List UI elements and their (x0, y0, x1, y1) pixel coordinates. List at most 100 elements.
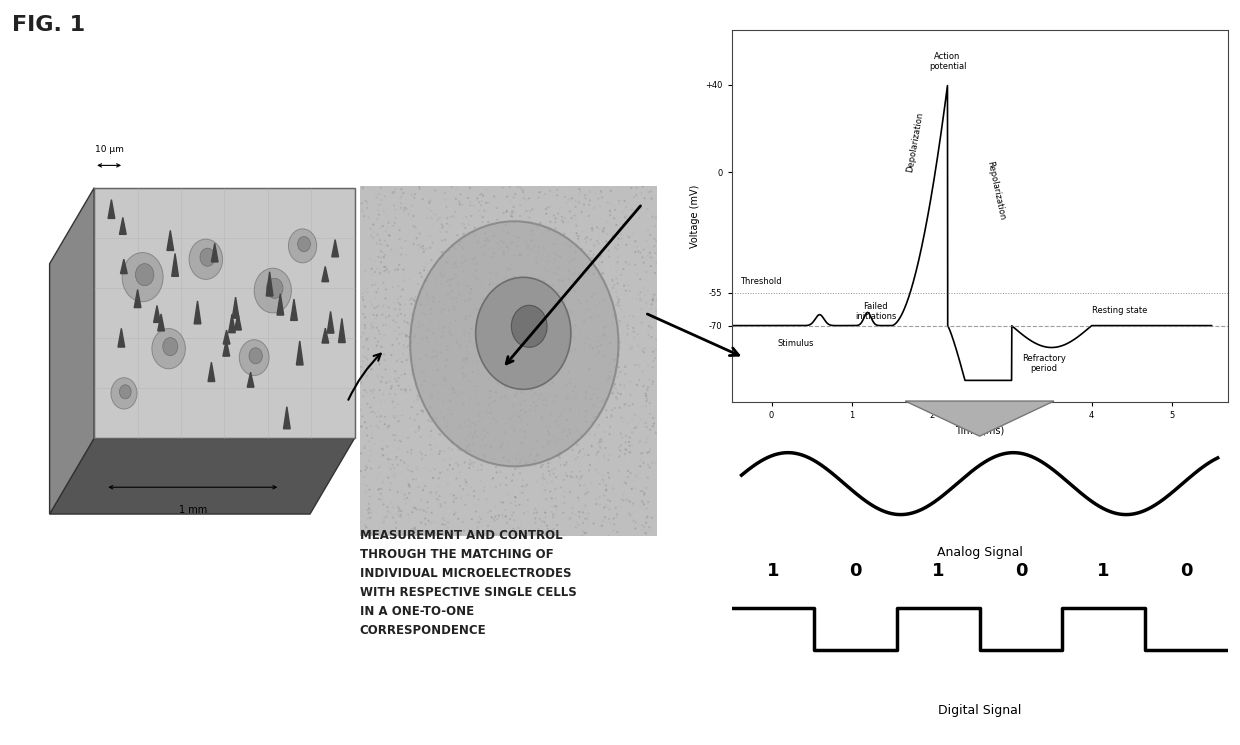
Point (370, 299, 389, 311)
Point (402, 529, 422, 541)
Text: Analog Signal: Analog Signal (936, 545, 1023, 559)
Point (500, 264, 520, 276)
Point (646, 416, 666, 428)
Polygon shape (157, 314, 165, 331)
Point (562, 466, 582, 478)
Point (403, 395, 423, 407)
Point (538, 425, 558, 437)
Point (371, 362, 391, 374)
Point (402, 200, 422, 212)
Point (441, 408, 461, 420)
Point (472, 336, 492, 348)
Point (391, 308, 410, 320)
Point (458, 440, 477, 452)
Point (574, 479, 594, 491)
Point (574, 525, 594, 537)
Point (518, 474, 538, 486)
Point (467, 390, 487, 402)
Point (542, 475, 562, 487)
Point (455, 324, 475, 336)
Point (367, 309, 387, 321)
Point (436, 226, 456, 238)
Point (501, 414, 521, 426)
Point (588, 447, 608, 459)
Point (399, 465, 419, 477)
Point (594, 394, 614, 406)
Point (382, 378, 402, 390)
Point (412, 405, 432, 416)
Point (590, 384, 610, 396)
Point (594, 226, 614, 238)
Point (553, 274, 573, 286)
Point (505, 320, 525, 332)
Point (495, 287, 515, 299)
Point (466, 424, 486, 436)
Point (634, 282, 653, 294)
Point (427, 332, 446, 344)
Point (608, 277, 627, 289)
Point (572, 226, 591, 238)
Point (384, 364, 404, 376)
Point (534, 275, 554, 287)
Point (409, 320, 429, 332)
Point (629, 288, 649, 300)
Point (444, 269, 464, 281)
Point (502, 475, 522, 486)
Point (475, 481, 495, 493)
Point (388, 264, 408, 276)
Point (389, 337, 409, 349)
Point (352, 510, 372, 522)
Point (616, 513, 636, 525)
Circle shape (190, 239, 223, 279)
Point (484, 226, 503, 238)
Point (614, 263, 634, 275)
Point (463, 431, 482, 443)
Point (630, 273, 650, 285)
Point (546, 493, 565, 505)
Point (538, 460, 558, 472)
Circle shape (410, 221, 619, 466)
Point (587, 188, 606, 200)
Point (541, 469, 560, 481)
Point (528, 241, 548, 253)
Point (537, 208, 557, 220)
Point (513, 294, 533, 305)
Point (374, 512, 394, 524)
Point (490, 388, 510, 400)
Point (485, 361, 505, 373)
Point (594, 367, 614, 379)
Point (404, 320, 424, 332)
Point (480, 274, 500, 286)
Point (449, 364, 469, 375)
Point (412, 448, 432, 460)
Point (616, 478, 636, 489)
Point (376, 261, 396, 273)
Point (522, 367, 542, 379)
Point (352, 288, 372, 299)
Point (614, 404, 634, 416)
Point (589, 252, 609, 264)
Point (405, 414, 425, 426)
Point (475, 424, 495, 436)
Point (593, 267, 613, 279)
Point (596, 375, 616, 387)
Point (520, 361, 539, 373)
Point (594, 294, 614, 305)
Point (402, 309, 422, 321)
Point (551, 359, 570, 371)
Point (377, 209, 397, 221)
Point (386, 199, 405, 211)
Point (363, 226, 383, 238)
Point (394, 316, 414, 328)
Point (373, 250, 393, 261)
Point (572, 265, 591, 277)
Point (534, 370, 554, 381)
Polygon shape (120, 259, 128, 273)
Point (482, 361, 502, 372)
Point (356, 460, 376, 472)
Point (528, 352, 548, 364)
Point (610, 315, 630, 327)
Point (366, 420, 386, 432)
Point (577, 236, 596, 248)
Point (543, 303, 563, 315)
